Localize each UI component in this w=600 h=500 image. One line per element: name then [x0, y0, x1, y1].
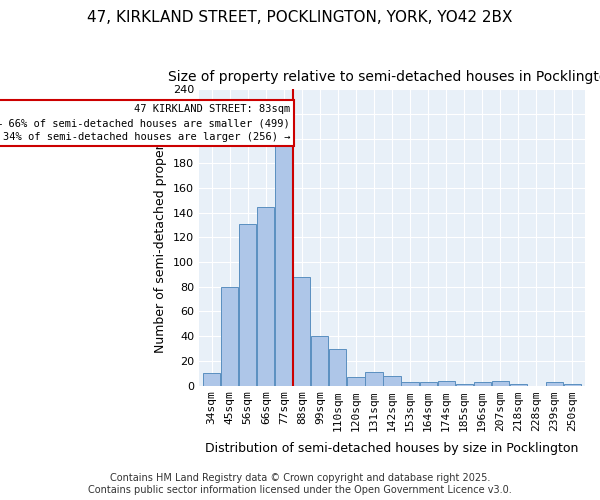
Bar: [564, 384, 581, 386]
Bar: [221, 287, 238, 386]
Title: Size of property relative to semi-detached houses in Pocklington: Size of property relative to semi-detach…: [168, 70, 600, 84]
Bar: [347, 377, 365, 386]
Bar: [311, 336, 328, 386]
Bar: [509, 384, 527, 386]
Bar: [203, 373, 220, 386]
Bar: [473, 382, 491, 386]
Text: 47, KIRKLAND STREET, POCKLINGTON, YORK, YO42 2BX: 47, KIRKLAND STREET, POCKLINGTON, YORK, …: [87, 10, 513, 25]
Bar: [401, 382, 419, 386]
Bar: [293, 277, 310, 386]
Bar: [455, 384, 473, 386]
Y-axis label: Number of semi-detached properties: Number of semi-detached properties: [154, 122, 167, 353]
Bar: [546, 382, 563, 386]
Bar: [329, 348, 346, 386]
Bar: [239, 224, 256, 386]
Bar: [419, 382, 437, 386]
Bar: [491, 380, 509, 386]
Bar: [365, 372, 383, 386]
Bar: [257, 206, 274, 386]
Bar: [437, 380, 455, 386]
Bar: [383, 376, 401, 386]
Text: 47 KIRKLAND STREET: 83sqm
← 66% of semi-detached houses are smaller (499)
34% of: 47 KIRKLAND STREET: 83sqm ← 66% of semi-…: [0, 104, 290, 142]
Text: Contains HM Land Registry data © Crown copyright and database right 2025.
Contai: Contains HM Land Registry data © Crown c…: [88, 474, 512, 495]
X-axis label: Distribution of semi-detached houses by size in Pocklington: Distribution of semi-detached houses by …: [205, 442, 578, 455]
Bar: [275, 138, 292, 386]
